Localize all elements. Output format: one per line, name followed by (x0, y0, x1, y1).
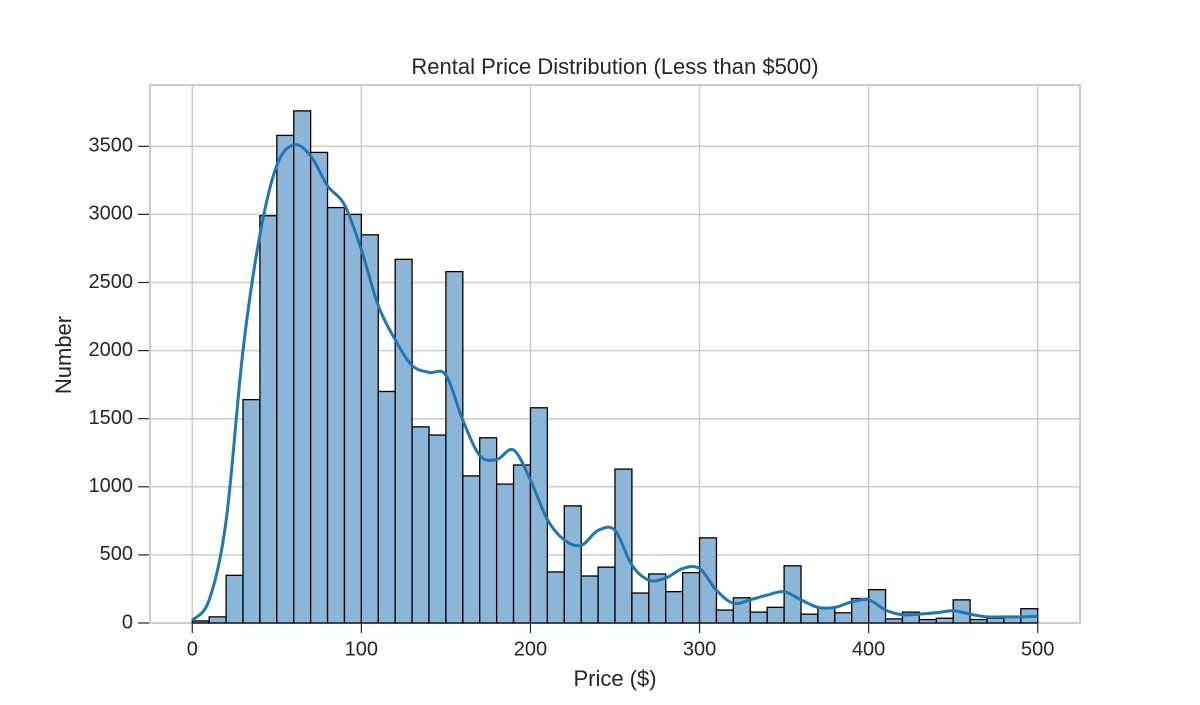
histogram-bar (800, 613, 819, 624)
x-tick-label: 500 (1021, 638, 1054, 660)
histogram-bar (597, 566, 616, 624)
histogram-bar (326, 206, 346, 624)
histogram-bar (276, 134, 295, 624)
y-tick-label: 1000 (89, 475, 134, 497)
histogram-bar (715, 609, 735, 624)
y-tick-label: 2500 (89, 271, 134, 293)
histogram-bar (512, 464, 532, 624)
x-axis-label: Price ($) (573, 666, 656, 691)
x-tick-label: 100 (345, 638, 378, 660)
histogram-bar (495, 483, 515, 624)
x-tick-label: 200 (514, 638, 547, 660)
histogram-bar (208, 616, 227, 624)
histogram-bar (259, 215, 278, 624)
histogram-bar (580, 575, 599, 624)
histogram-bar (986, 617, 1005, 624)
histogram-bar (462, 475, 481, 624)
histogram-bar (834, 612, 853, 624)
histogram-bar (766, 606, 785, 624)
histogram-bar (225, 574, 244, 624)
histogram-bar (445, 270, 464, 624)
histogram-bar (529, 407, 549, 624)
y-tick-label: 3500 (89, 135, 134, 157)
y-tick-label: 500 (100, 543, 133, 565)
histogram-bar (360, 234, 379, 624)
y-tick-label: 2000 (89, 339, 134, 361)
y-axis-label: Number (51, 316, 76, 394)
histogram-bar (665, 591, 684, 624)
histogram-bar (969, 618, 988, 624)
kde-line (191, 143, 1038, 622)
histogram-bar (546, 571, 565, 624)
histogram-bar (935, 617, 954, 624)
histogram-bar (681, 571, 701, 624)
y-tick-label: 0 (122, 611, 133, 633)
histogram-bar (394, 258, 413, 624)
y-tick-label: 1500 (89, 407, 134, 429)
histogram-bar (918, 618, 937, 624)
x-tick-label: 400 (852, 638, 885, 660)
histogram-bar (563, 505, 582, 624)
x-tick-label: 300 (683, 638, 716, 660)
chart-title: Rental Price Distribution (Less than $50… (411, 54, 818, 79)
histogram-bar (631, 592, 650, 624)
histogram-bar (901, 611, 921, 624)
histogram-bar (309, 151, 329, 624)
histogram-bar (749, 611, 768, 624)
histogram-bar (293, 110, 312, 624)
histogram-bar (817, 607, 836, 624)
histogram-bar (377, 390, 396, 624)
histogram-bar (242, 398, 261, 624)
histogram-bar (343, 213, 363, 624)
histogram-bar (428, 434, 447, 624)
y-tick-label: 3000 (89, 203, 134, 225)
histogram-bar (884, 618, 904, 624)
histogram-bar (479, 437, 498, 624)
histogram-bar (411, 426, 430, 624)
x-tick-label: 0 (187, 638, 198, 660)
histogram-bar (191, 620, 210, 624)
